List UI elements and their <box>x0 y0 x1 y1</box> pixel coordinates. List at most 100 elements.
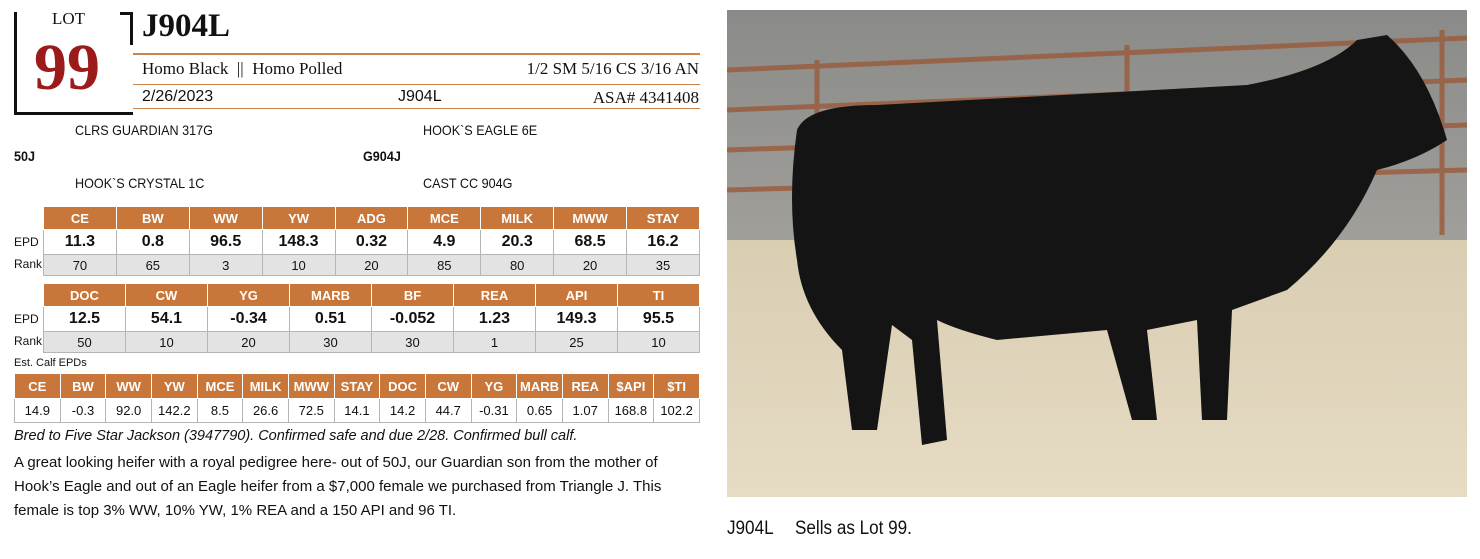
dam-sire: HOOK`S EAGLE 6E <box>423 122 538 138</box>
rank-value: 80 <box>480 254 555 276</box>
rank-value: 10 <box>261 254 336 276</box>
row-label: EPD <box>14 235 39 249</box>
rank-value: 35 <box>626 254 700 276</box>
row-label: Rank <box>14 334 43 348</box>
registration: ASA# 4341408 <box>592 88 699 107</box>
caption-text: Sells as Lot 99. <box>795 518 912 539</box>
column-header: STAY <box>333 373 381 399</box>
column-header: CE <box>43 206 117 230</box>
column-header: $TI <box>653 373 700 399</box>
table-row: 14.9 -0.3 92.0 142.2 8.5 26.6 72.5 14.1 14.2 44.7… <box>14 398 700 423</box>
calf-epd-value: -0.31 <box>470 398 518 423</box>
photo <box>727 10 1467 497</box>
table-row: 11.3 0.8 96.5 148.3 0.32 4.9 20.3 68.5 16.2 <box>43 229 700 255</box>
rank-value: 30 <box>371 331 454 353</box>
rank-value: 3 <box>188 254 263 276</box>
epd-value: 95.5 <box>617 306 700 332</box>
breeding-note: Bred to Five Star Jackson (3947790). Con… <box>14 428 578 444</box>
column-header: MWW <box>553 206 627 230</box>
column-header: TI <box>617 283 700 307</box>
lot-number: 99 <box>34 31 100 104</box>
column-header: YW <box>261 206 336 230</box>
animal-name: J904L <box>142 8 231 44</box>
column-header: MILK <box>242 373 289 399</box>
rule <box>133 108 700 109</box>
epd-table: CE BW WW YW MCE MILK MWW STAY DOC CW YG MARB REA $API… <box>14 373 700 423</box>
calf-epd-value: 14.9 <box>14 398 61 423</box>
epd-value: 149.3 <box>535 306 618 332</box>
column-header: MARB <box>516 373 563 399</box>
rank-value: 85 <box>407 254 482 276</box>
column-header: DOC <box>43 283 126 307</box>
column-header: MARB <box>289 283 372 307</box>
calf-epd-value: 142.2 <box>150 398 198 423</box>
calf-epd-value: 8.5 <box>196 398 244 423</box>
table-row: DOC CW YG MARB BF REA API TI <box>43 283 700 307</box>
rank-value: 65 <box>115 254 190 276</box>
rank-value: 10 <box>617 331 700 353</box>
calf-epd-value: 72.5 <box>287 398 335 423</box>
column-header: CW <box>125 283 208 307</box>
epd-value: 11.3 <box>43 229 117 255</box>
epd-value: 4.9 <box>407 229 482 255</box>
column-header: REA <box>561 373 609 399</box>
column-header: WW <box>188 206 263 230</box>
column-header: BW <box>59 373 107 399</box>
column-header: $API <box>607 373 655 399</box>
column-header: YW <box>150 373 198 399</box>
epd-value: 54.1 <box>125 306 208 332</box>
lot-bracket-corner <box>120 12 133 45</box>
birth-date: 2/26/2023 <box>142 88 214 105</box>
lot-label: LOT <box>52 9 86 28</box>
calf-epd-value: 168.8 <box>607 398 655 423</box>
calf-epds-title: Est. Calf EPDs <box>14 357 87 369</box>
column-header: BW <box>115 206 190 230</box>
column-header: REA <box>453 283 536 307</box>
rank-value: 20 <box>553 254 627 276</box>
column-header: DOC <box>379 373 426 399</box>
table-row: 50 10 20 30 30 1 25 10 <box>43 331 700 353</box>
epd-value: 16.2 <box>626 229 700 255</box>
rank-value: 50 <box>43 331 126 353</box>
rank-value: 10 <box>125 331 208 353</box>
calf-epd-value: -0.3 <box>59 398 107 423</box>
epd-value: -0.052 <box>371 306 454 332</box>
table-row: CE BW WW YW MCE MILK MWW STAY DOC CW YG MARB REA $API… <box>14 373 700 399</box>
epd-value: 148.3 <box>261 229 336 255</box>
column-header: CW <box>424 373 472 399</box>
table-row: 70 65 3 10 20 85 80 20 35 <box>43 254 700 276</box>
sire: 50J <box>14 148 36 164</box>
column-header: MILK <box>480 206 555 230</box>
epd-value: 68.5 <box>553 229 627 255</box>
column-header: WW <box>105 373 152 399</box>
caption-tag: J904L <box>727 518 774 539</box>
row-label: EPD <box>14 312 39 326</box>
breed: 1/2 SM 5/16 CS 3/16 AN <box>526 59 699 78</box>
row-label: Rank <box>14 257 43 271</box>
calf-epd-value: 14.1 <box>333 398 381 423</box>
column-header: ADG <box>334 206 409 230</box>
epd-table: DOC CW YG MARB BF REA API TI 12.5 54.1 -0.34 0.51 -0… <box>43 283 700 353</box>
sire-dam: HOOK`S CRYSTAL 1C <box>75 175 205 191</box>
calf-epd-value: 14.2 <box>379 398 426 423</box>
column-header: API <box>535 283 618 307</box>
table-row: CE BW WW YW ADG MCE MILK MWW STAY <box>43 206 700 230</box>
column-header: MCE <box>196 373 244 399</box>
rank-value: 20 <box>207 331 290 353</box>
column-header: MCE <box>407 206 482 230</box>
epd-value: 20.3 <box>480 229 555 255</box>
tag: J904L <box>398 88 442 105</box>
traits: Homo Black || Homo Polled <box>142 59 343 78</box>
description: A great looking heifer with a royal pedi… <box>14 454 662 519</box>
rule <box>133 84 700 85</box>
epd-value: 0.51 <box>289 306 372 332</box>
calf-epd-value: 0.65 <box>516 398 563 423</box>
sire-sire: CLRS GUARDIAN 317G <box>75 122 213 138</box>
calf-epd-value: 44.7 <box>424 398 472 423</box>
column-header: MWW <box>287 373 335 399</box>
rank-value: 20 <box>334 254 409 276</box>
epd-value: -0.34 <box>207 306 290 332</box>
dam: G904J <box>363 148 401 164</box>
column-header: STAY <box>626 206 700 230</box>
